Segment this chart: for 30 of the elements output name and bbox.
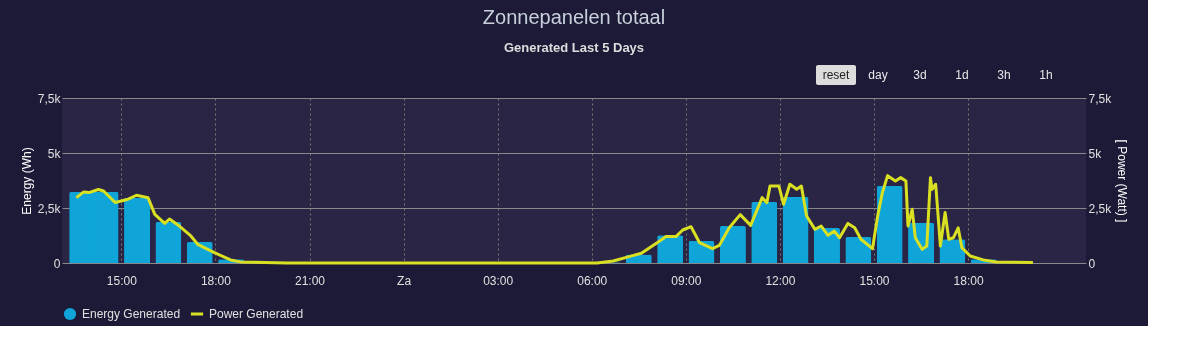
y2-tick-label: 0 (1088, 256, 1096, 271)
y2-axis-title: [ Power (Watt) ] (1115, 139, 1130, 223)
text: 3h (997, 68, 1011, 82)
y-tick-label: 5k (47, 146, 62, 161)
text: reset (822, 68, 850, 82)
chart-title: Zonnepanelen totaal (482, 6, 666, 28)
x-tick-label: 06:00 (577, 273, 608, 288)
y2-tick-label: 5k (1088, 146, 1103, 161)
y-tick-label: 0 (53, 256, 61, 271)
legend-label: Energy Generated (82, 307, 181, 321)
x-tick-label: 21:00 (295, 273, 326, 288)
y-tick-label: 2,5k (37, 201, 62, 216)
chart-subtitle: Generated Last 5 Days (503, 40, 645, 55)
text: 3d (913, 68, 927, 82)
x-tick-label: 15:00 (106, 273, 138, 288)
x-tick-label: 09:00 (671, 273, 702, 288)
x-tick-label: 15:00 (859, 273, 890, 288)
y2-tick-label: 7,5k (1088, 91, 1113, 106)
text: 1h (1039, 68, 1053, 82)
x-tick-label: 12:00 (765, 273, 796, 288)
y2-tick-label: 2,5k (1088, 201, 1113, 216)
text: 1d (955, 68, 969, 82)
legend-label: Power Generated (209, 307, 304, 321)
x-tick-label: Za (397, 273, 412, 288)
y-axis-title: Energy (Wh) (19, 147, 34, 215)
x-tick-label: 18:00 (200, 273, 232, 288)
y-tick-label: 7,5k (37, 91, 62, 106)
x-tick-label: 03:00 (483, 273, 514, 288)
text: day (868, 68, 888, 82)
x-tick-label: 18:00 (953, 273, 984, 288)
